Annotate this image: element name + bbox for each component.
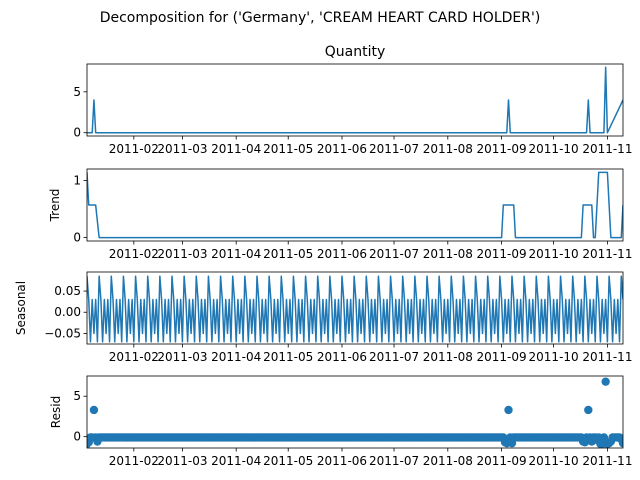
resid-xtick-label: 2011-06 [317,454,367,468]
figure-suptitle: Decomposition for ('Germany', 'CREAM HEA… [100,10,541,26]
seasonal-xtick-label: 2011-05 [263,350,313,364]
observed-xtick-label: 2011-06 [317,142,367,156]
trend-ytick-label: 0 [73,231,81,245]
resid-xtick-label: 2011-02 [109,454,159,468]
seasonal-plot-area [87,275,623,343]
seasonal-ytick-label: 0.05 [54,284,81,298]
seasonal-xtick-label: 2011-03 [157,350,207,364]
observed-xtick-label: 2011-09 [477,142,527,156]
trend-xtick-label: 2011-09 [477,247,527,261]
resid-xtick-label: 2011-05 [263,454,313,468]
seasonal-xtick-label: 2011-11 [582,350,632,364]
resid-xtick-label: 2011-04 [211,454,261,468]
observed-xtick-label: 2011-07 [369,142,419,156]
resid-xtick-label: 2011-08 [423,454,473,468]
trend-axes-frame [86,168,624,242]
seasonal-series-line [87,275,623,343]
observed-xtick-label: 2011-05 [263,142,313,156]
trend-xtick-label: 2011-07 [369,247,419,261]
resid-plot-area [87,377,623,448]
resid-point [89,405,99,415]
trend-xtick-label: 2011-08 [423,247,473,261]
observed-ytick-label: 5 [73,85,81,99]
observed-ytick-label: 0 [73,126,81,140]
seasonal-axes-frame [86,271,624,345]
seasonal-xtick-label: 2011-08 [423,350,473,364]
trend-xtick-label: 2011-06 [317,247,367,261]
trend-xtick-label: 2011-04 [211,247,261,261]
observed-xtick-label: 2011-10 [529,142,579,156]
resid-ytick-label: 5 [73,389,81,403]
seasonal-xtick-label: 2011-10 [529,350,579,364]
observed-xtick-label: 2011-03 [157,142,207,156]
seasonal-xtick-label: 2011-09 [477,350,527,364]
resid-xtick-label: 2011-07 [369,454,419,468]
observed-xtick-label: 2011-04 [211,142,261,156]
seasonal-xtick-label: 2011-07 [369,350,419,364]
seasonal-xtick-label: 2011-02 [109,350,159,364]
trend-plot-area [87,171,623,239]
observed-title: Quantity [325,44,386,60]
observed-xtick-label: 2011-11 [582,142,632,156]
seasonal-ylabel: Seasonal [14,281,28,335]
seasonal-xtick-label: 2011-06 [317,350,367,364]
observed-axes-frame [86,63,624,137]
trend-xtick-label: 2011-10 [529,247,579,261]
trend-xtick-label: 2011-11 [582,247,632,261]
resid-xtick-label: 2011-09 [477,454,527,468]
resid-xtick-label: 2011-10 [529,454,579,468]
resid-axes-frame [86,375,624,449]
resid-ylabel: Resid [49,396,63,428]
trend-ytick-label: 1 [73,173,81,187]
observed-series-line [87,66,623,134]
trend-xtick-label: 2011-03 [157,247,207,261]
trend-ylabel: Trend [48,189,62,223]
seasonal-ytick-label: −0.05 [44,326,81,340]
observed-plot-area [87,66,623,134]
resid-point [504,405,513,415]
resid-point [584,405,593,415]
seasonal-xtick-label: 2011-04 [211,350,261,364]
trend-series-line [87,171,623,239]
observed-xtick-label: 2011-02 [109,142,159,156]
observed-xtick-label: 2011-08 [423,142,473,156]
resid-xtick-label: 2011-11 [582,454,632,468]
resid-point [599,433,609,442]
trend-xtick-label: 2011-05 [263,247,313,261]
resid-xtick-label: 2011-03 [157,454,207,468]
trend-xtick-label: 2011-02 [109,247,159,261]
seasonal-ytick-label: 0.00 [54,305,81,319]
resid-point [601,377,610,386]
resid-ytick-label: 0 [73,430,81,444]
resid-point [618,438,623,448]
